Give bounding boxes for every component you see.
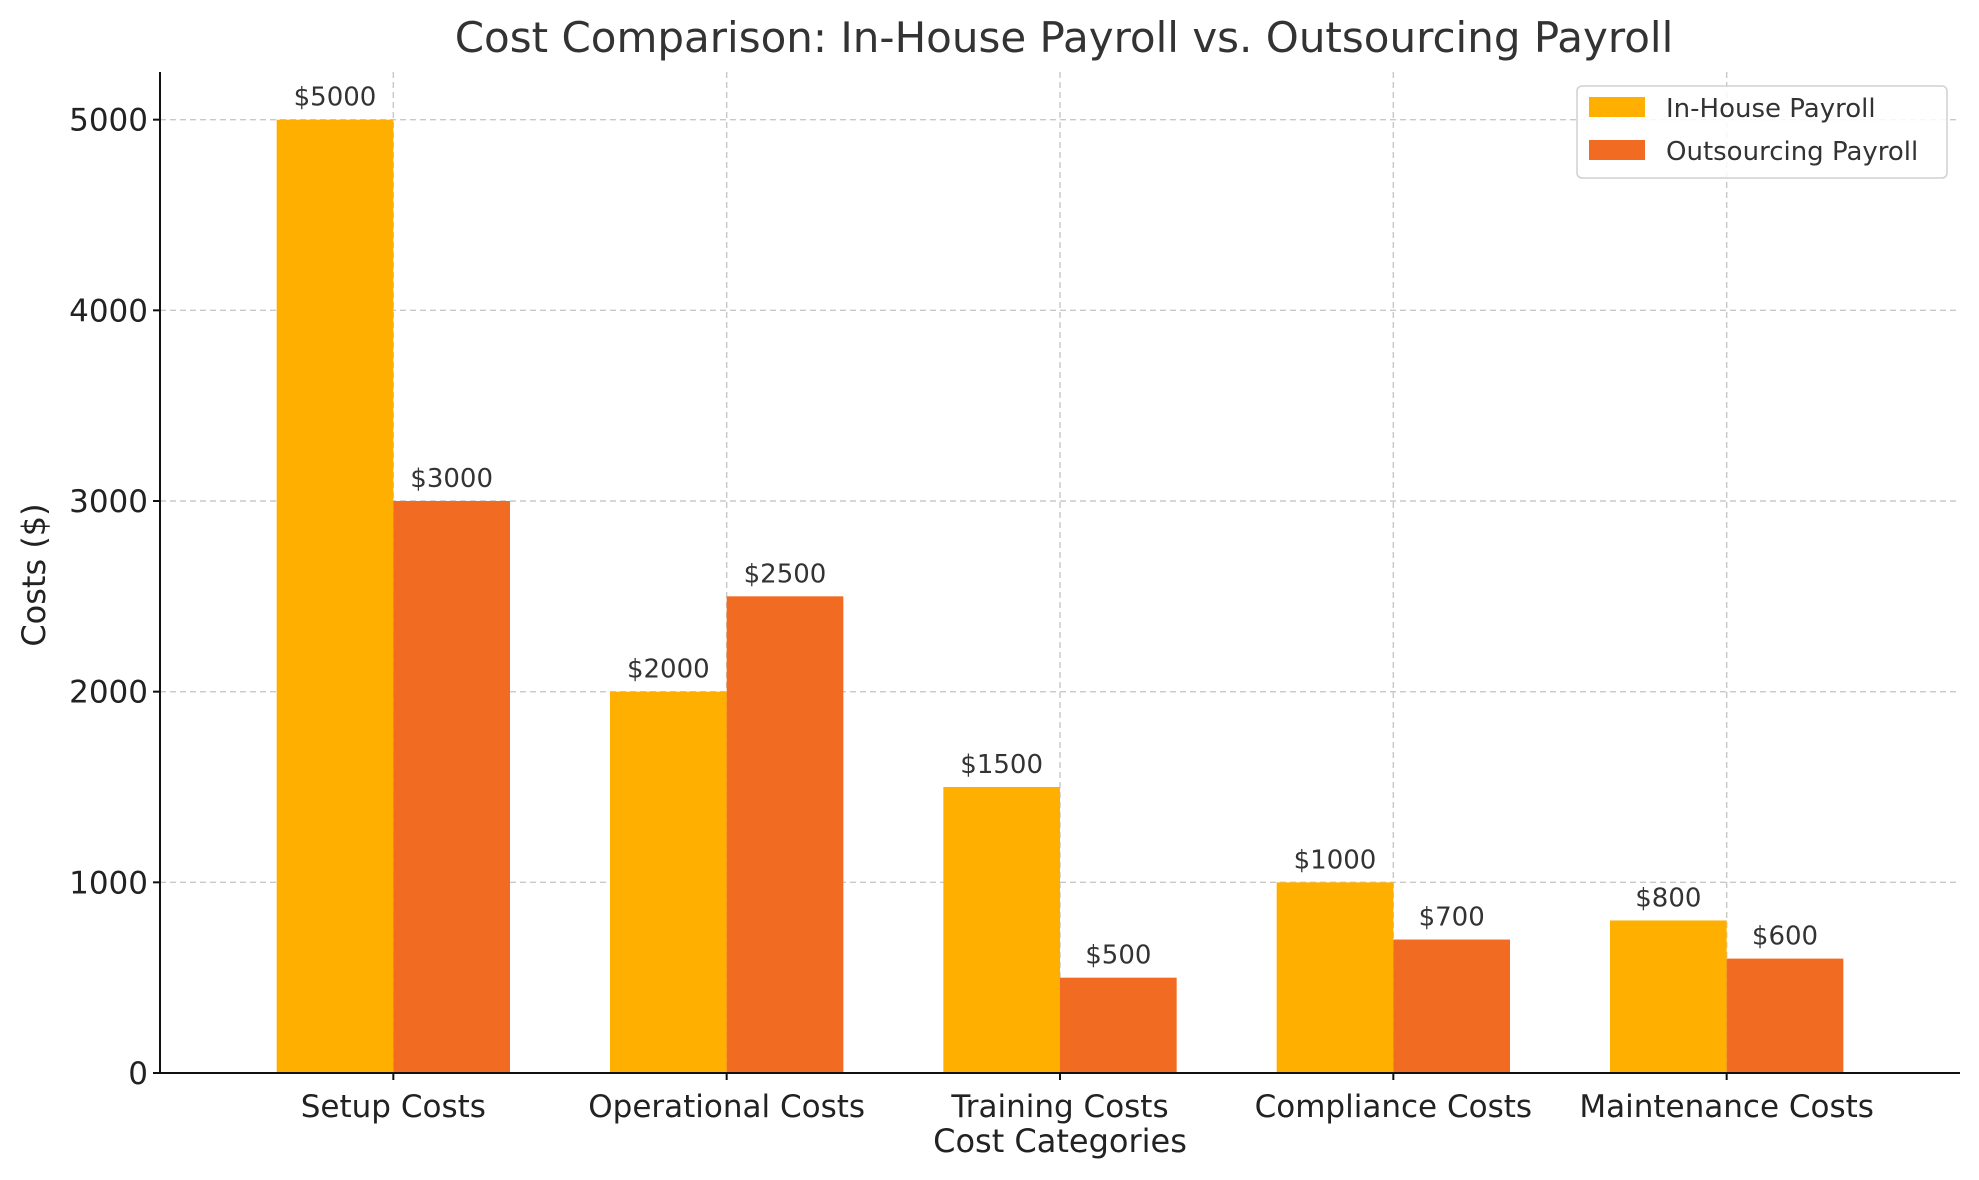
- y-axis-label: Costs ($): [15, 503, 53, 646]
- ticks-layer: 0 1000 2000 3000 4000 5000 Setup Costs Operatio…: [69, 103, 1874, 1125]
- bar: [393, 501, 510, 1073]
- bar-value-label: $1500: [960, 750, 1043, 780]
- y-tick-label: 3000: [69, 484, 148, 520]
- legend-box: [1576, 85, 1948, 179]
- legend-label-outsourcing: Outsourcing Payroll: [1666, 137, 1918, 167]
- y-tick-label: 0: [128, 1056, 148, 1092]
- legend-swatch-outsourcing: [1589, 140, 1645, 160]
- bar: [1060, 977, 1177, 1073]
- legend: In-House Payroll Outsourcing Payroll: [1576, 85, 1948, 179]
- chart-title: Cost Comparison: In-House Payroll vs. Ou…: [455, 13, 1674, 62]
- bar: [1393, 939, 1510, 1073]
- bar: [1276, 882, 1394, 1073]
- x-tick-label: Training Costs: [950, 1089, 1168, 1125]
- bar-value-label: $600: [1752, 922, 1818, 952]
- bar-value-label: $1000: [1294, 845, 1377, 875]
- bar: [943, 787, 1060, 1073]
- y-tick-label: 2000: [69, 675, 148, 711]
- bars-layer: [276, 119, 1844, 1073]
- legend-swatch-in-house: [1589, 97, 1645, 117]
- bar: [1726, 958, 1844, 1073]
- x-tick-label: Compliance Costs: [1255, 1089, 1532, 1125]
- bar-value-label: $3000: [410, 464, 493, 494]
- bar-value-label: $800: [1635, 883, 1701, 913]
- bar: [610, 691, 727, 1073]
- bar-value-label: $5000: [294, 83, 377, 113]
- bar-value-label: $700: [1419, 903, 1485, 933]
- x-tick-label: Maintenance Costs: [1579, 1089, 1874, 1125]
- legend-label-in-house: In-House Payroll: [1666, 94, 1876, 124]
- data-labels-layer: $5000 $2000 $1500 $1000 $800 $3000 $2500 $500 $7…: [294, 83, 1818, 971]
- x-axis-label: Cost Categories: [933, 1122, 1187, 1160]
- y-tick-label: 4000: [69, 293, 148, 329]
- bar: [726, 596, 844, 1073]
- bar-value-label: $2000: [627, 655, 710, 685]
- y-tick-label: 1000: [69, 865, 148, 901]
- x-tick-label: Operational Costs: [588, 1089, 865, 1125]
- bar-value-label: $2500: [744, 559, 827, 589]
- y-tick-label: 5000: [69, 103, 148, 139]
- bar: [1610, 920, 1727, 1073]
- bar-value-label: $500: [1085, 941, 1151, 971]
- bar: [276, 119, 394, 1073]
- x-tick-label: Setup Costs: [301, 1089, 486, 1125]
